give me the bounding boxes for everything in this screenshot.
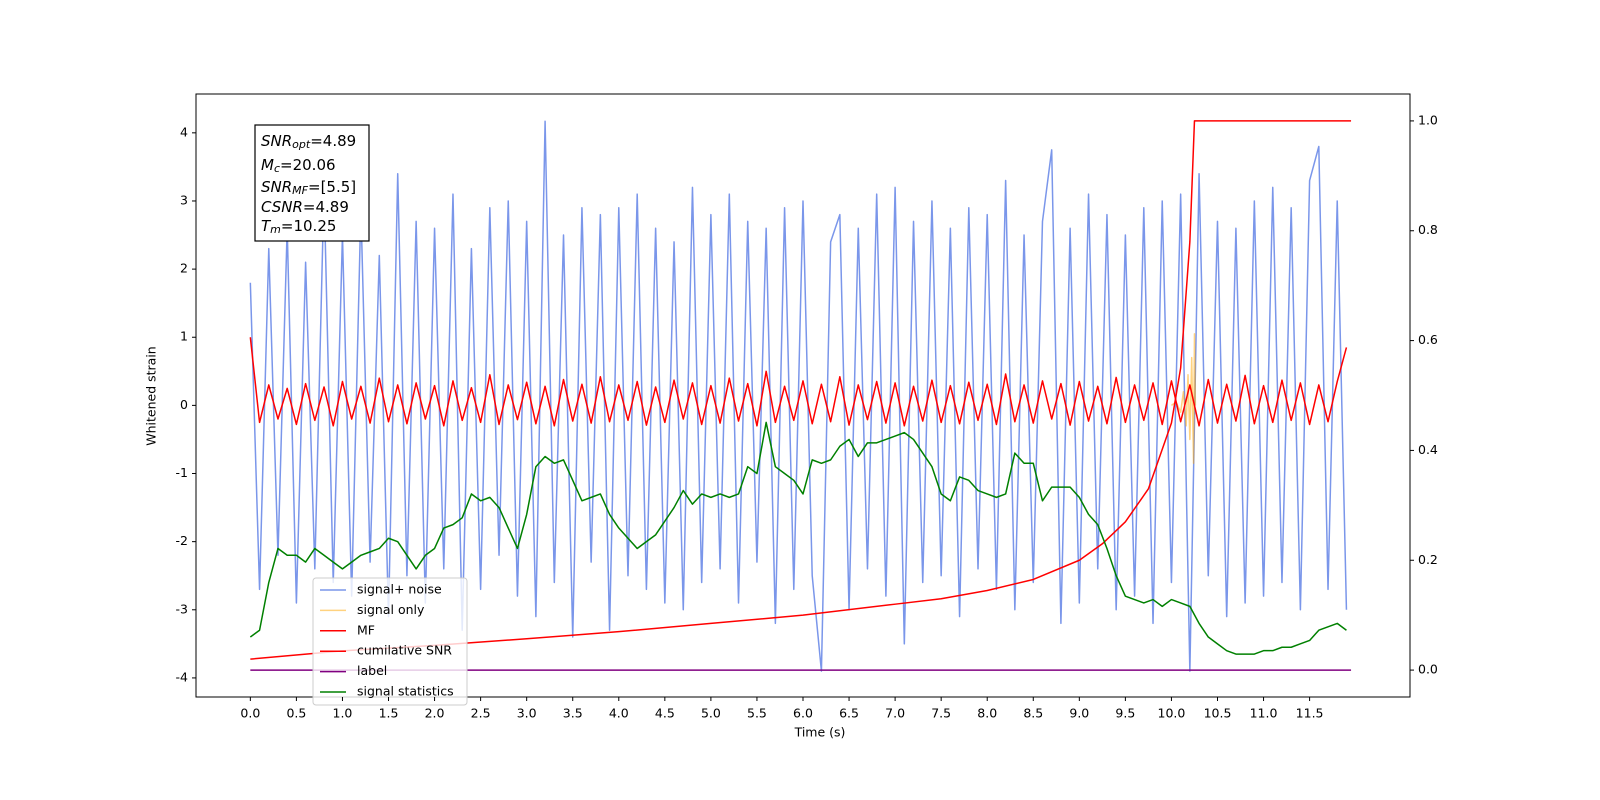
y-axis-label: Whitened strain <box>144 346 159 445</box>
y-tick-label: -2 <box>176 533 188 548</box>
annotation-text: =4.89 <box>303 198 349 216</box>
y-tick-label: -3 <box>176 601 188 616</box>
y2-tick-label: 0.2 <box>1418 552 1438 567</box>
x-tick-label: 4.5 <box>655 706 675 721</box>
x-tick-label: 3.5 <box>563 706 583 721</box>
annotation-line: CSNR=4.89 <box>261 198 349 216</box>
x-tick-label: 0.0 <box>240 706 260 721</box>
x-tick-label: 6.5 <box>839 706 859 721</box>
x-tick-label: 10.5 <box>1204 706 1232 721</box>
annotation-symbol: T <box>261 217 272 235</box>
annotation-text: =4.89 <box>310 132 356 150</box>
plot-lines <box>249 120 1352 672</box>
annotation-subscript: m <box>270 223 281 236</box>
x-tick-label: 5.0 <box>701 706 721 721</box>
series-line <box>1170 333 1197 465</box>
y-tick-label: 0 <box>180 397 188 412</box>
series-line <box>249 421 1347 655</box>
annotation-line: Tm=10.25 <box>261 217 336 237</box>
y2-tick-label: 0.6 <box>1418 332 1438 347</box>
y-tick-label: 1 <box>180 329 188 344</box>
annotation-text: =20.06 <box>280 156 336 174</box>
legend-label: signal statistics <box>357 684 454 699</box>
series-line <box>249 337 1348 427</box>
y-tick-label: 3 <box>180 192 188 207</box>
y-tick-label: -4 <box>176 669 189 684</box>
annotation-line: SNRopt=4.89 <box>261 132 356 152</box>
legend-frame <box>312 577 468 706</box>
x-tick-label: 9.0 <box>1069 706 1089 721</box>
annotation-text: =10.25 <box>281 217 337 235</box>
legend-label: signal+ noise <box>357 582 442 597</box>
annotation-frame <box>254 124 370 242</box>
annotation-subscript: c <box>274 162 280 175</box>
annotation-symbol: M <box>261 156 274 174</box>
legend-label: signal only <box>357 602 425 617</box>
legend-label: label <box>357 663 387 678</box>
y2-tick-label: 0.0 <box>1418 662 1438 677</box>
x-tick-label: 3.0 <box>517 706 537 721</box>
x-tick-label: 8.0 <box>977 706 997 721</box>
x-tick-label: 2.0 <box>425 706 445 721</box>
legend-label: MF <box>357 622 375 637</box>
x-tick-label: 7.5 <box>931 706 951 721</box>
y2-tick-label: 0.4 <box>1418 442 1438 457</box>
y-tick-label: -1 <box>176 465 188 480</box>
x-tick-label: 11.5 <box>1296 706 1324 721</box>
annotation-subscript: MF <box>292 184 308 197</box>
x-tick-label: 10.0 <box>1158 706 1186 721</box>
legend: signal+ noise signal only MF cumilative SNR… <box>312 577 468 706</box>
x-tick-label: 4.0 <box>609 706 629 721</box>
x-axis-label: Time (s) <box>794 725 846 740</box>
annotation-line: SNRMF=[5.5] <box>261 178 356 198</box>
series-line <box>249 120 1348 672</box>
annotation-box: SNRopt=4.89Mc=20.06SNRMF=[5.5]CSNR=4.89T… <box>254 124 370 242</box>
y-tick-label: 4 <box>180 124 188 139</box>
legend-label: cumilative SNR <box>357 643 452 658</box>
y2-tick-label: 1.0 <box>1418 112 1438 127</box>
x-tick-label: 5.5 <box>747 706 767 721</box>
x-tick-label: 2.5 <box>471 706 491 721</box>
annotation-symbol: SNR <box>261 132 292 150</box>
x-tick-label: 8.5 <box>1023 706 1043 721</box>
y-tick-label: 2 <box>180 261 188 276</box>
annotation-text: =[5.5] <box>308 178 356 196</box>
annotation-subscript: opt <box>292 138 311 151</box>
x-tick-label: 1.5 <box>379 706 399 721</box>
series-line <box>250 120 1352 660</box>
y2-tick-label: 0.8 <box>1418 222 1438 237</box>
x-tick-label: 6.0 <box>793 706 813 721</box>
annotation-line: Mc=20.06 <box>261 156 336 176</box>
x-tick-label: 11.0 <box>1250 706 1278 721</box>
x-tick-label: 7.0 <box>885 706 905 721</box>
annotation-symbol: SNR <box>261 178 292 196</box>
x-tick-label: 0.5 <box>286 706 306 721</box>
x-tick-label: 9.5 <box>1115 706 1135 721</box>
x-tick-label: 1.0 <box>333 706 353 721</box>
annotation-symbol: CSNR <box>261 198 303 216</box>
